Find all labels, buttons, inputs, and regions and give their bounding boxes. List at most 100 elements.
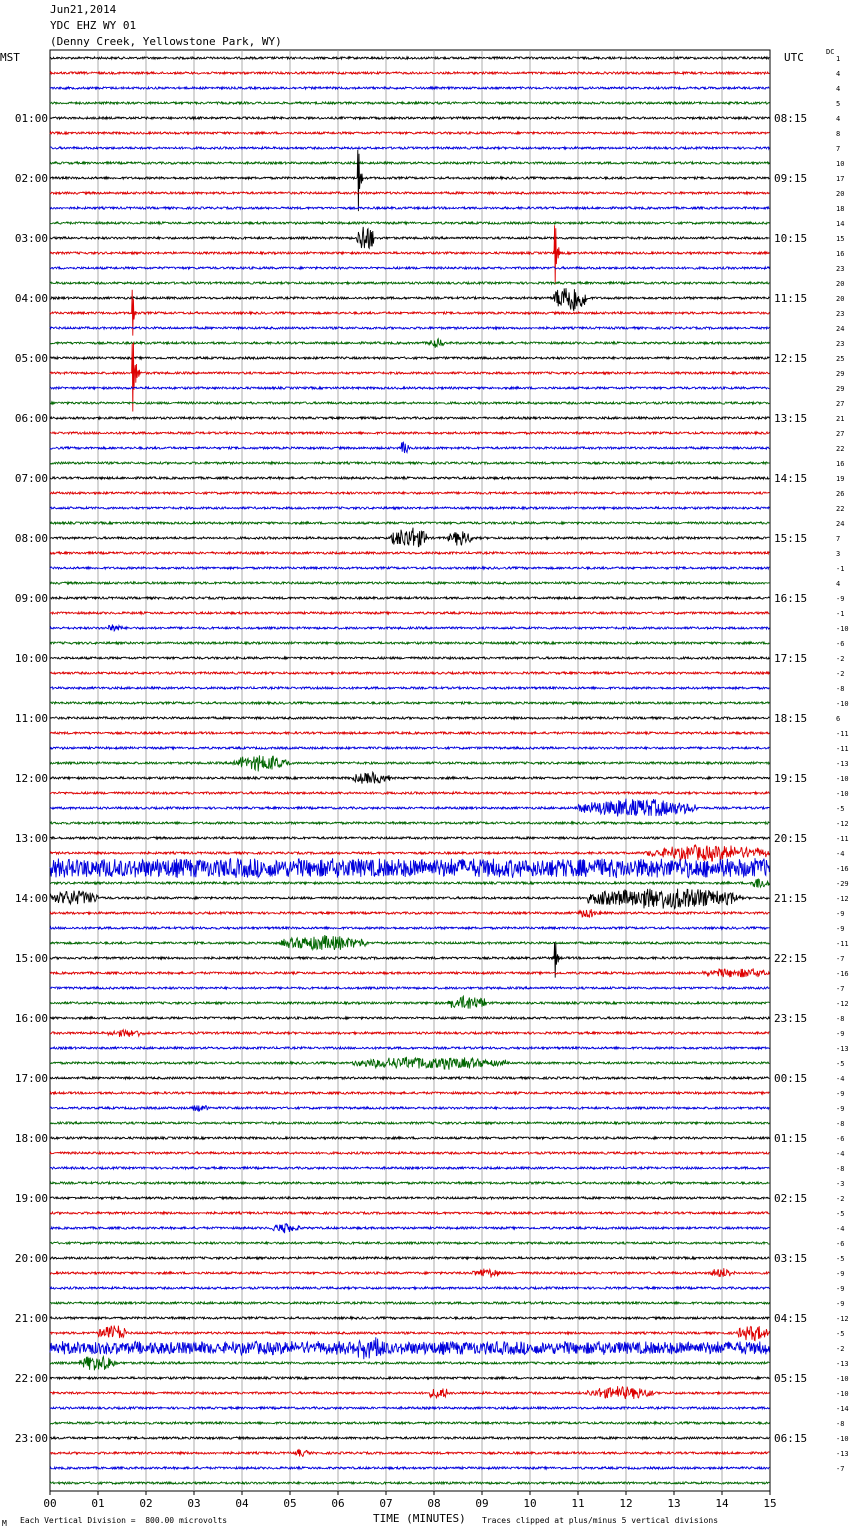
seismic-trace [49,1420,770,1426]
dc-offset-label: 21 [836,415,844,423]
seismic-trace [49,1090,770,1096]
dc-offset-label: -11 [836,730,849,738]
right-hour-label: 21:15 [774,892,807,905]
dc-offset-label: 24 [836,325,844,333]
plot-frame [49,49,771,1492]
x-tick-label: 13 [667,1497,680,1510]
dc-offset-label: 23 [836,310,844,318]
seismic-trace [49,843,770,863]
left-hour-label: 01:00 [15,112,48,125]
seismic-trace [49,1448,770,1458]
dc-offset-label: 7 [836,535,840,543]
dc-offset-label: -7 [836,1465,844,1473]
right-hour-label: 14:15 [774,472,807,485]
seismic-trace [49,130,770,136]
left-timezone-label: MST [0,51,20,64]
dc-offset-label: 20 [836,190,844,198]
seismic-trace [49,430,770,436]
dc-offset-label: -9 [836,1270,844,1278]
dc-offset-label: -2 [836,655,844,663]
x-tick-label: 10 [523,1497,536,1510]
left-hour-label: 15:00 [15,952,48,965]
seismic-trace [49,1165,770,1171]
dc-offset-label: 7 [836,145,840,153]
seismic-trace [49,226,770,250]
seismic-trace [50,745,770,751]
seismic-trace [49,655,770,661]
seismic-trace [49,878,770,889]
left-hour-label: 10:00 [15,652,48,665]
seismic-trace [49,820,770,826]
right-hour-label: 05:15 [774,1372,807,1385]
dc-offset-label: -12 [836,895,849,903]
dc-offset-label: -1 [836,565,844,573]
dc-offset-label: 17 [836,175,844,183]
clip-note: Traces clipped at plus/minus 5 vertical … [482,1516,719,1525]
dc-offset-label: -11 [836,835,849,843]
left-hour-label: 03:00 [15,232,48,245]
right-hour-label: 06:15 [774,1432,807,1445]
seismic-trace [49,355,770,361]
seismic-trace [49,100,770,106]
dc-offset-label: -2 [836,670,844,678]
x-tick-label: 15 [763,1497,776,1510]
left-hour-label: 11:00 [15,712,48,725]
seismic-trace [49,1267,770,1278]
seismic-trace [49,225,770,285]
footer-mark: M [2,1519,7,1528]
seismic-trace [49,934,770,952]
dc-offset-label: -13 [836,760,849,768]
seismic-trace [49,888,770,910]
seismic-trace [49,790,770,796]
seismic-trace [49,1180,770,1186]
dc-offset-label: -4 [836,1150,844,1158]
seismic-trace [49,85,770,91]
dc-offset-label: 20 [836,295,844,303]
seismic-trace [49,565,770,571]
chart-date: Jun21,2014 [50,3,117,16]
dc-offset-label: -8 [836,1165,844,1173]
seismic-trace [49,835,770,841]
dc-offset-label: 19 [836,475,844,483]
x-tick-label: 06 [331,1497,344,1510]
dc-offset-label: -8 [836,1420,844,1428]
dc-offset-label: -9 [836,1030,844,1038]
dc-offset-label: 6 [836,715,840,723]
dc-offset-label: -13 [836,1360,849,1368]
left-hour-label: 06:00 [15,412,48,425]
right-hour-label: 20:15 [774,832,807,845]
dc-offset-label: 27 [836,430,844,438]
seismic-trace [49,580,770,586]
right-hour-label: 11:15 [774,292,807,305]
dc-offset-label: -5 [836,805,844,813]
dc-offset-label: -4 [836,1075,844,1083]
dc-offset-label: -10 [836,1435,849,1443]
left-hour-label: 05:00 [15,352,48,365]
seismic-trace [49,441,770,455]
seismic-trace [49,623,770,633]
dc-offset-label: -4 [836,850,844,858]
dc-offset-label: 4 [836,580,840,588]
dc-offset-label: 16 [836,250,844,258]
dc-offset-label: -10 [836,1375,849,1383]
right-hour-label: 02:15 [774,1192,807,1205]
seismic-trace [49,550,770,556]
dc-offset-label: -8 [836,1015,844,1023]
seismic-trace [49,160,770,166]
left-hour-label: 19:00 [15,1192,48,1205]
dc-offset-label: -5 [836,1255,844,1263]
dc-offset-label: -2 [836,1345,844,1353]
seismic-trace [49,385,770,391]
dc-offset-label: -6 [836,640,844,648]
dc-offset-label: 1 [836,55,840,63]
seismic-trace [50,640,770,646]
dc-offset-label: 4 [836,70,840,78]
x-tick-label: 14 [715,1497,729,1510]
dc-offset-label: -14 [836,1405,849,1413]
dc-offset-label: -5 [836,1060,844,1068]
dc-offset-label: -8 [836,685,844,693]
seismic-trace [49,1405,770,1411]
dc-offset-label: 27 [836,400,844,408]
right-timezone-label: UTC [784,51,804,64]
